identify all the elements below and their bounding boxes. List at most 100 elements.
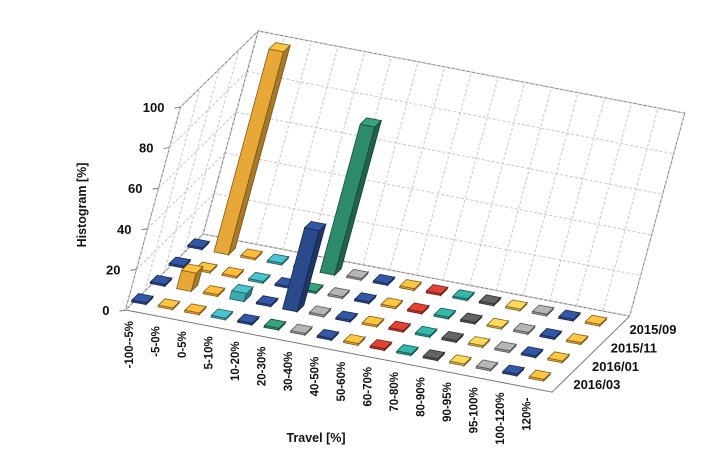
bar xyxy=(202,285,226,298)
bar xyxy=(539,327,563,341)
bar-top-face xyxy=(414,325,438,336)
bar-top-face xyxy=(467,336,491,347)
bar xyxy=(547,351,571,365)
y-tick-mark xyxy=(119,309,126,312)
back-wall-vertical-gridline xyxy=(362,61,419,265)
bar xyxy=(266,253,290,267)
bar-top-face xyxy=(268,42,292,53)
bar-top-face xyxy=(452,289,476,300)
side-wall-vertical-gridline xyxy=(163,68,220,273)
bar xyxy=(186,238,211,252)
bar-top-face xyxy=(290,323,313,334)
bar xyxy=(512,322,536,336)
bar-top-face xyxy=(494,341,518,352)
bar-top-face xyxy=(346,268,370,279)
bar xyxy=(380,297,404,311)
bar-top-face xyxy=(475,359,499,370)
y-tick-label: 20 xyxy=(106,262,120,277)
bar-top-face xyxy=(255,295,279,306)
y-axis-title: Histogram [%] xyxy=(75,163,89,248)
bar-top-face xyxy=(240,248,264,259)
bar-top-face xyxy=(263,318,287,329)
bar xyxy=(247,271,271,285)
bar xyxy=(414,325,438,339)
bar-top-face xyxy=(512,322,536,333)
bar xyxy=(183,303,207,317)
side-wall-gridline xyxy=(169,71,248,148)
bar xyxy=(369,339,393,352)
side-wall-gridline xyxy=(136,193,215,270)
category-label: 120%- xyxy=(521,397,533,430)
bar-top-face xyxy=(486,317,510,328)
category-label: 70-80% xyxy=(389,372,401,412)
bar-top-face xyxy=(327,287,351,298)
y-tick-mark xyxy=(141,228,148,231)
category-label: 95-100% xyxy=(468,387,480,433)
bar-top-face xyxy=(502,364,525,375)
bar xyxy=(229,283,254,303)
bar-top-face xyxy=(422,349,446,360)
back-wall-vertical-gridline xyxy=(309,51,366,255)
bar-top-face xyxy=(441,330,465,342)
side-wall-gridline xyxy=(180,30,259,108)
bar xyxy=(494,341,518,354)
bar xyxy=(557,309,582,323)
bar-top-face xyxy=(388,320,412,331)
bar xyxy=(406,302,430,316)
side-wall-gridline xyxy=(147,152,226,230)
side-wall-vertical-gridline xyxy=(124,106,181,311)
bar-top-face xyxy=(539,327,563,339)
bar xyxy=(263,318,287,332)
category-label: 60-70% xyxy=(362,367,374,407)
back-wall-vertical-gridline xyxy=(442,77,499,281)
bar-top-face xyxy=(187,238,211,249)
y-tick-label: 40 xyxy=(117,222,131,237)
bar xyxy=(504,299,529,313)
y-tick-label: 0 xyxy=(102,303,109,318)
bar-top-face xyxy=(247,271,271,282)
series-label: 2015/11 xyxy=(611,340,657,355)
bar-top-face xyxy=(303,220,327,232)
y-tick-label: 60 xyxy=(128,181,142,196)
back-wall-horizontal-gridline xyxy=(202,233,630,317)
bar xyxy=(361,315,385,329)
back-wall-horizontal-gridline xyxy=(257,30,685,114)
bar-top-face xyxy=(184,303,207,314)
bar xyxy=(528,369,552,383)
side-wall-vertical-gridline xyxy=(183,49,240,254)
bar xyxy=(584,314,608,328)
bar-top-face xyxy=(210,308,234,319)
category-label: 90-95% xyxy=(442,382,454,422)
bar-top-face xyxy=(425,284,449,295)
bar-top-face xyxy=(202,285,226,296)
bar xyxy=(239,248,264,262)
side-wall-vertical-gridline xyxy=(202,30,259,235)
y-tick-label: 100 xyxy=(143,100,165,115)
bar-top-face xyxy=(433,307,457,318)
bar xyxy=(342,333,366,347)
bar-top-face xyxy=(316,328,340,339)
back-wall-vertical-gridline xyxy=(469,82,526,286)
bar xyxy=(425,284,449,297)
labels: 0 20 40 60 80 100 Histogram [%] 2016/03 2016/01 2… xyxy=(75,100,676,445)
bar-top-face xyxy=(335,310,359,321)
bar-top-face xyxy=(380,297,404,308)
category-label: 80-90% xyxy=(415,377,427,417)
category-label: 20-30% xyxy=(256,347,268,387)
bar xyxy=(501,364,525,378)
x-axis-title: Travel [%] xyxy=(286,431,345,445)
bar xyxy=(319,117,383,277)
bar-top-face xyxy=(372,273,396,285)
y-tick-mark xyxy=(130,268,137,271)
bar-top-face xyxy=(531,304,555,315)
bar-top-face xyxy=(221,266,245,277)
bar xyxy=(308,305,332,319)
series-label: 2016/03 xyxy=(573,377,620,392)
y-tick-mark xyxy=(163,147,170,150)
bar xyxy=(168,256,192,270)
bar xyxy=(327,287,351,300)
bar xyxy=(448,354,472,368)
back-wall-vertical-gridline xyxy=(549,97,606,301)
back-wall-horizontal-gridline xyxy=(213,192,641,277)
